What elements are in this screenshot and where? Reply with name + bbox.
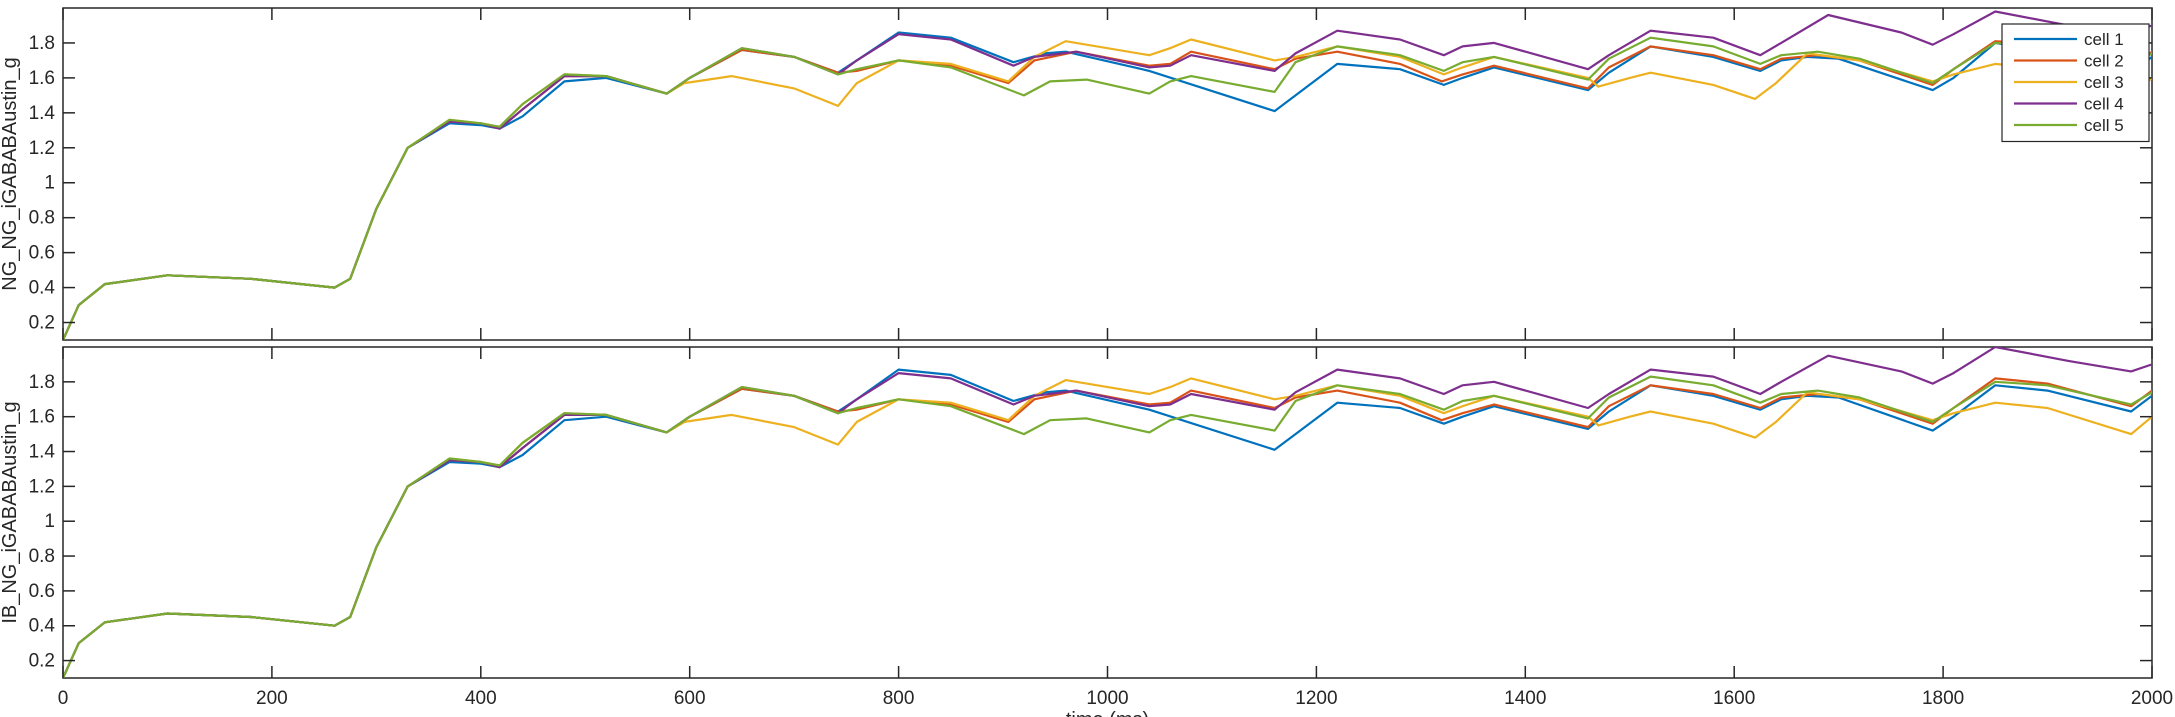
- x-tick-label: 0: [58, 688, 69, 709]
- y-axis-label: IB_NG_iGABABAustin_g: [0, 401, 21, 623]
- y-tick-label: 1.8: [29, 33, 55, 54]
- x-tick-label: 1800: [1922, 688, 1964, 709]
- top-panel: 0.2 0.4 0.6 0.8 1 1.2 1.4 1.6 1.8 NG_NG_iGABABAus…: [0, 7, 2153, 341]
- y-tick-label: 1.4: [29, 103, 56, 124]
- x-tick-label: 1000: [1086, 688, 1128, 709]
- x-tick-label: 1200: [1295, 688, 1337, 709]
- x-tick-label: 2000: [2131, 688, 2173, 709]
- x-axis-label: time (ms): [1066, 709, 1149, 717]
- y-tick-label: 1.8: [29, 372, 55, 393]
- y-tick-label: 1.6: [29, 68, 55, 89]
- axes-box: [62, 7, 2153, 341]
- y-tick-label: 0.4: [29, 278, 56, 299]
- x-tick-label: 200: [256, 688, 288, 709]
- y-tick-label: 0.4: [29, 616, 56, 637]
- y-tick-label: 0.6: [29, 581, 55, 602]
- legend-label-cell-2: cell 2: [2084, 52, 2124, 71]
- legend-label-cell-3: cell 3: [2084, 73, 2124, 92]
- y-axis-label: NG_NG_iGABABAustin_g: [0, 57, 21, 290]
- y-tick-label: 1.6: [29, 407, 55, 428]
- series-line-cell-5: [63, 375, 2152, 678]
- y-tick-label: 1.4: [29, 442, 56, 463]
- y-tick-label: 1.2: [29, 138, 55, 159]
- x-tick-label: 1600: [1713, 688, 1755, 709]
- series-line-cell-5: [63, 36, 2152, 340]
- legend-label-cell-4: cell 4: [2084, 95, 2124, 114]
- y-tick-label: 1: [44, 511, 55, 532]
- legend-label-cell-5: cell 5: [2084, 116, 2124, 135]
- y-tick-label: 0.6: [29, 243, 55, 264]
- series-group: [63, 347, 2152, 678]
- legend: cell 1 cell 2 cell 3 cell 4 cell 5: [2001, 23, 2150, 143]
- series-group: [63, 10, 2152, 340]
- y-tick-label: 0.2: [29, 313, 55, 334]
- x-tick-label: 1400: [1504, 688, 1546, 709]
- x-tick-label: 400: [465, 688, 497, 709]
- x-tick-label: 600: [674, 688, 706, 709]
- y-tick-label: 1.2: [29, 476, 55, 497]
- legend-label-cell-1: cell 1: [2084, 30, 2124, 49]
- y-tick-label: 1: [44, 173, 55, 194]
- y-tick-label: 0.8: [29, 546, 55, 567]
- y-tick-label: 0.2: [29, 651, 55, 672]
- y-tick-label: 0.8: [29, 208, 55, 229]
- bottom-panel: 0 200 400 600 800 1000 1200 1400 1600 1800 2000 0.2…: [0, 346, 2173, 717]
- x-tick-label: 800: [883, 688, 915, 709]
- axes-box: [62, 346, 2153, 679]
